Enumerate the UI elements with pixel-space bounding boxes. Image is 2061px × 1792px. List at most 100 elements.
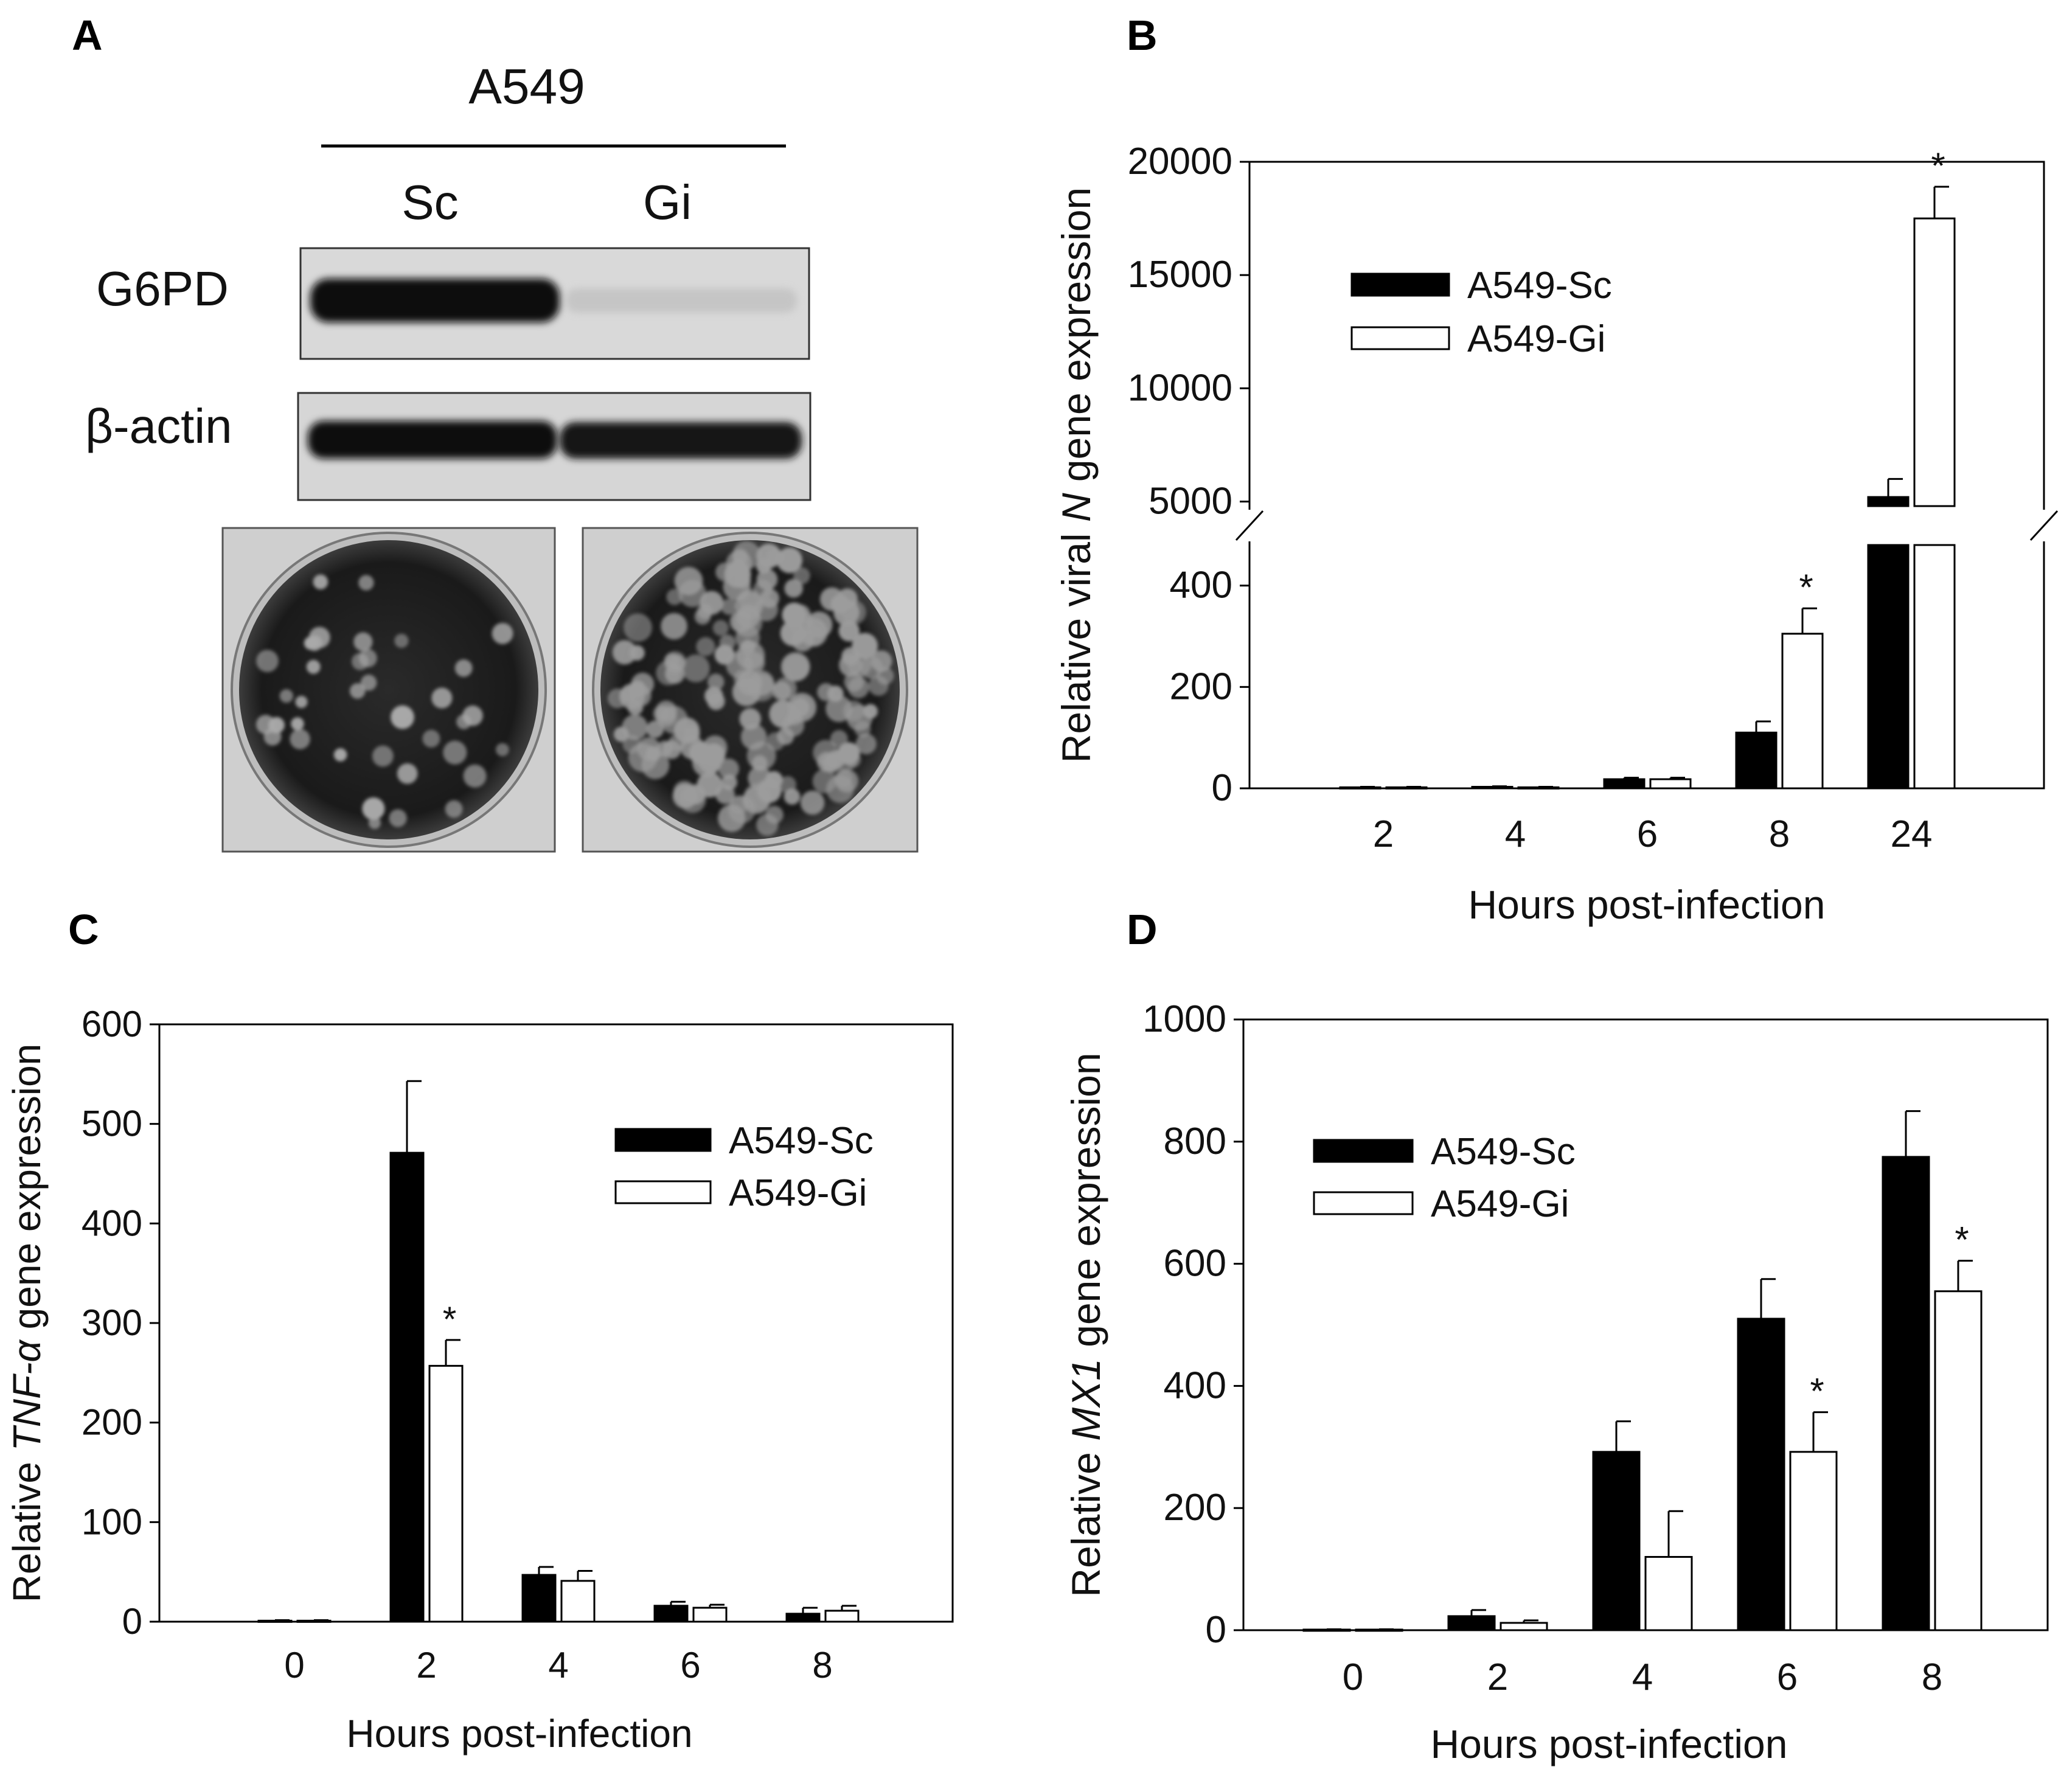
- y-axis-label: Relative TNF-α gene expression: [5, 1044, 49, 1603]
- y-tick-label: 5000: [1149, 481, 1232, 523]
- bar: [1781, 633, 1824, 790]
- row-label-beta-actin: β-actin: [85, 399, 232, 453]
- plaque-well-gi: [582, 527, 919, 853]
- lane-label-gi: Gi: [643, 175, 692, 229]
- panel-a: A A549 Sc Gi G6PD β-actin: [72, 12, 919, 853]
- y-tick-label: 1000: [1142, 998, 1226, 1040]
- significance-star: *: [1931, 145, 1945, 186]
- bar: [521, 1574, 557, 1623]
- bar: [1735, 731, 1778, 790]
- bar: [653, 1605, 689, 1623]
- y-axis-label: Relative MX1 gene expression: [1063, 1052, 1108, 1597]
- y-tick-label: 500: [82, 1103, 142, 1144]
- x-tick-label: 2: [1487, 1656, 1508, 1698]
- bar: [1447, 1615, 1496, 1631]
- bar: [1913, 217, 1956, 507]
- x-tick-label: 6: [1777, 1656, 1798, 1698]
- y-tick-label: 200: [1164, 1487, 1226, 1529]
- legend-swatch: [1350, 326, 1450, 350]
- legend-swatch: [1313, 1139, 1414, 1163]
- panel-letter-b: B: [1127, 12, 1158, 59]
- panel-c: C 0 100 200 300 400 500 600 * 0 2 4 6 8 Hours post-in…: [5, 906, 954, 1756]
- bar: [1649, 778, 1692, 790]
- bar: [1913, 544, 1956, 790]
- legend-label: A549-Sc: [1431, 1131, 1576, 1173]
- y-tick-label: 0: [122, 1601, 142, 1642]
- plaque-well-sc: [221, 527, 556, 853]
- panel-d: D 0 200 400 600 800 1000 * * 0 2 4 6 8 Hours post-inf…: [1063, 906, 2049, 1766]
- band-actin-gi: [560, 422, 802, 459]
- bar: [824, 1610, 860, 1623]
- legend-swatch: [1313, 1191, 1414, 1215]
- y-tick-label: 15000: [1128, 254, 1232, 296]
- legend-swatch: [1350, 273, 1450, 297]
- x-tick-label: 4: [548, 1645, 568, 1686]
- band-g6pd-sc: [310, 279, 560, 322]
- significance-star: *: [443, 1300, 457, 1339]
- y-tick-label: 0: [1206, 1609, 1226, 1651]
- x-tick-label: 0: [1343, 1656, 1363, 1698]
- bar: [1603, 778, 1646, 790]
- legend-label: A549-Sc: [1467, 265, 1612, 307]
- legend-label: A549-Gi: [1467, 318, 1605, 360]
- legend: A549-Sc A549-Gi: [1350, 265, 1612, 360]
- significance-star: *: [1799, 567, 1813, 608]
- legend-label: A549-Sc: [729, 1120, 874, 1162]
- legend-swatch: [614, 1128, 712, 1152]
- legend-swatch: [614, 1180, 712, 1204]
- x-axis-label: Hours post-infection: [346, 1712, 692, 1756]
- bar: [1934, 1290, 1983, 1631]
- band-actin-sc: [308, 421, 557, 459]
- x-tick-label: 2: [1373, 813, 1394, 855]
- bar: [1789, 1451, 1838, 1631]
- plot-frame: [1248, 161, 2045, 790]
- y-tick-label: 400: [82, 1203, 142, 1243]
- axis-break-mark: [2029, 510, 2059, 541]
- bar: [428, 1364, 464, 1623]
- y-tick-label: 10000: [1128, 367, 1232, 409]
- x-tick-label: 8: [1922, 1656, 1942, 1698]
- x-tick-label: 8: [1769, 813, 1790, 855]
- bar: [389, 1151, 425, 1623]
- y-tick-label: 200: [82, 1402, 142, 1443]
- blot-g6pd: [299, 247, 810, 360]
- bar: [1882, 1156, 1930, 1631]
- bar: [1592, 1451, 1641, 1631]
- y-tick-label: 200: [1170, 665, 1232, 707]
- bar: [1644, 1556, 1693, 1631]
- panel-letter-c: C: [68, 906, 99, 953]
- significance-star: *: [1810, 1371, 1824, 1412]
- chart-c: 0 100 200 300 400 500 600 * 0 2 4 6 8 Hours post-infe…: [5, 1004, 954, 1756]
- x-tick-label: 4: [1505, 813, 1526, 855]
- band-g6pd-gi: [566, 288, 797, 313]
- y-tick-label: 600: [1164, 1243, 1226, 1285]
- cell-line-label: A549: [468, 59, 585, 114]
- lane-label-sc: Sc: [401, 175, 458, 229]
- blot-beta-actin: [297, 392, 812, 501]
- legend: A549-Sc A549-Gi: [614, 1120, 874, 1214]
- x-tick-label: 8: [812, 1645, 832, 1686]
- x-tick-label: 24: [1891, 813, 1933, 855]
- plot-frame: [158, 1023, 954, 1623]
- x-tick-label: 6: [1637, 813, 1658, 855]
- chart-d: 0 200 400 600 800 1000 * * 0 2 4 6 8 Hours post-infec…: [1063, 998, 2049, 1766]
- axis-break-mark: [1235, 510, 1264, 541]
- y-tick-label: 400: [1170, 564, 1232, 606]
- bar: [1737, 1318, 1785, 1631]
- x-tick-label: 0: [284, 1645, 304, 1686]
- panel-letter-a: A: [72, 12, 103, 59]
- legend-label: A549-Gi: [729, 1172, 867, 1214]
- legend-label: A549-Gi: [1431, 1183, 1569, 1225]
- bar: [1867, 544, 1910, 790]
- y-tick-label: 600: [82, 1004, 142, 1044]
- bar: [560, 1580, 596, 1623]
- y-tick-label: 300: [82, 1302, 142, 1343]
- y-tick-label: 20000: [1128, 141, 1232, 182]
- x-tick-label: 4: [1632, 1656, 1653, 1698]
- legend: A549-Sc A549-Gi: [1313, 1131, 1576, 1225]
- x-axis-label: Hours post-infection: [1468, 882, 1826, 927]
- x-tick-label: 2: [416, 1645, 436, 1686]
